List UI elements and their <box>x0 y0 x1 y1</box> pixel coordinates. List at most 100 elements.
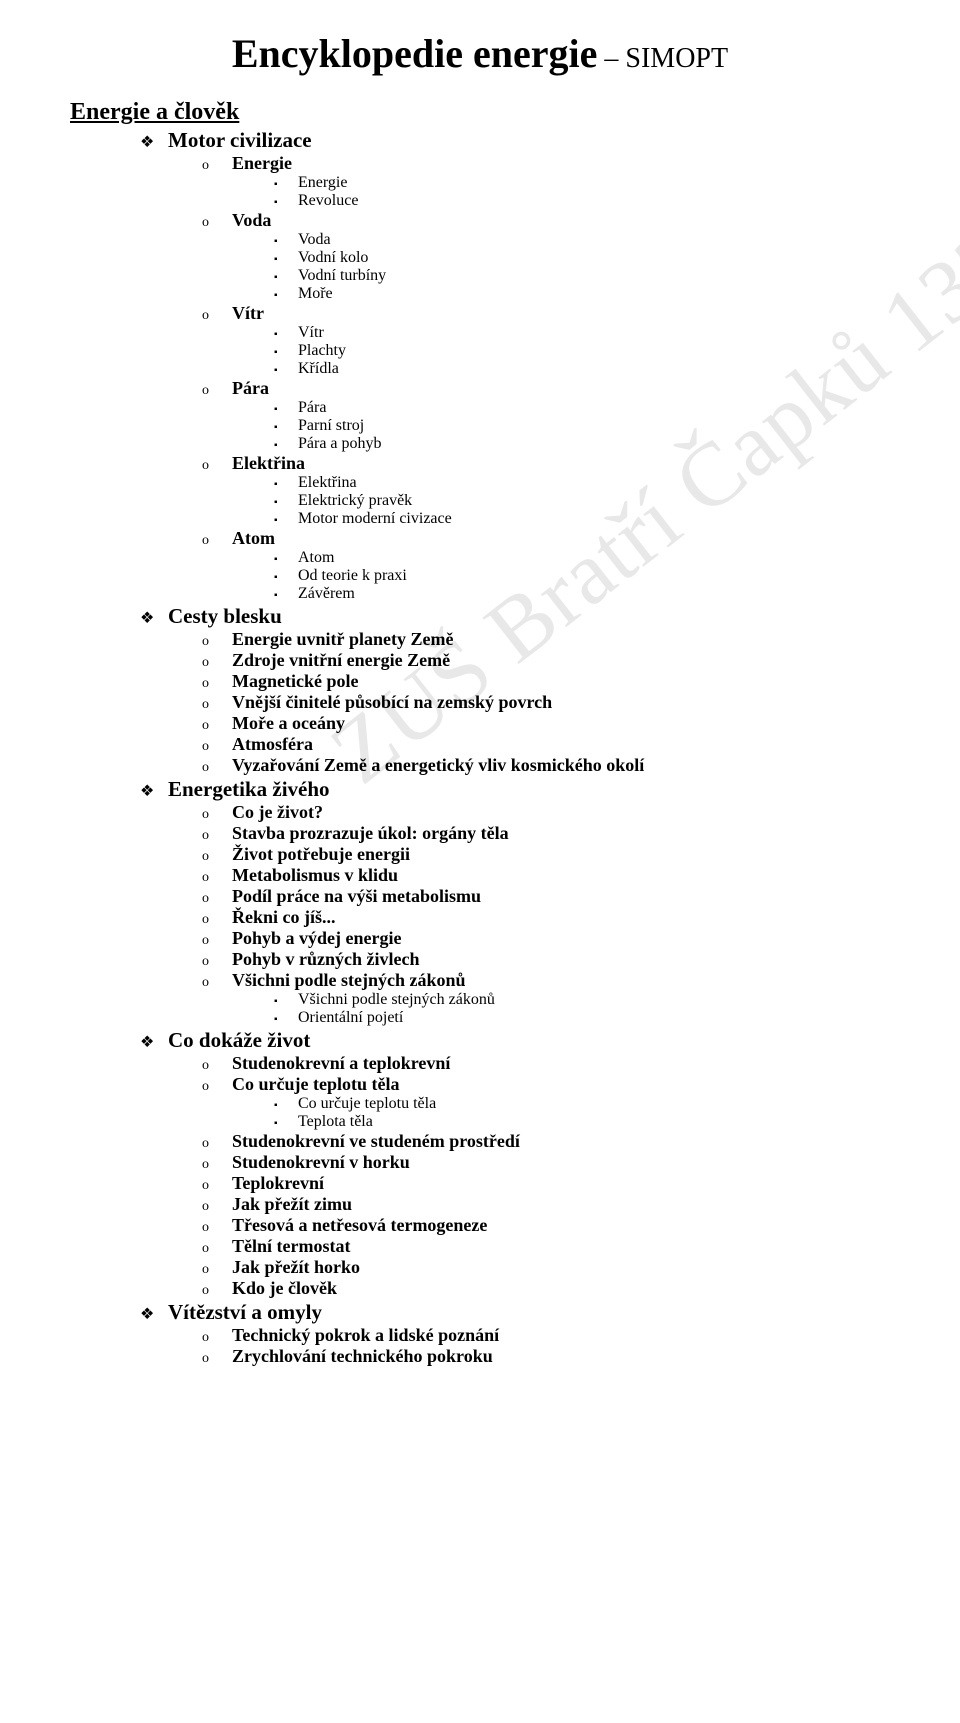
outline-l3-label: Pára <box>298 399 326 417</box>
outline-l3-item: ▪Elektřina <box>274 474 890 492</box>
outline-l3-list: ▪Vítr▪Plachty▪Křídla <box>202 324 890 378</box>
outline-l1-item: ❖Vítězství a omylyoTechnický pokrok a li… <box>140 1300 890 1367</box>
bullet-l2-icon: o <box>202 533 232 549</box>
bullet-l2-icon: o <box>202 676 232 692</box>
outline-l3-item: ▪Pára <box>274 399 890 417</box>
bullet-l1-icon: ❖ <box>140 132 168 152</box>
outline-l3-label: Co určuje teplotu těla <box>298 1095 436 1113</box>
bullet-l2-icon: o <box>202 1351 232 1367</box>
outline-l2-item: oTřesová a netřesová termogeneze <box>202 1215 890 1236</box>
outline-l3-label: Vodní kolo <box>298 249 368 267</box>
outline-l3-label: Motor moderní civizace <box>298 510 452 528</box>
outline-l2-label: Stavba prozrazuje úkol: orgány těla <box>232 823 509 844</box>
outline-l3-label: Křídla <box>298 360 339 378</box>
outline-l3-label: Voda <box>298 231 331 249</box>
outline-l2-item: oVšichni podle stejných zákonů▪Všichni p… <box>202 970 890 1027</box>
bullet-l3-icon: ▪ <box>274 236 298 247</box>
bullet-l2-icon: o <box>202 1330 232 1346</box>
outline-l3-label: Energie <box>298 174 347 192</box>
outline-l3-item: ▪Závěrem <box>274 585 890 603</box>
outline-l3-label: Plachty <box>298 342 346 360</box>
title-main: Encyklopedie energie <box>232 31 598 76</box>
bullet-l3-icon: ▪ <box>274 254 298 265</box>
outline-l2-label: Technický pokrok a lidské poznání <box>232 1325 499 1346</box>
outline-l3-item: ▪Teplota těla <box>274 1113 890 1131</box>
bullet-l3-icon: ▪ <box>274 572 298 583</box>
title-sub: – SIMOPT <box>597 43 728 74</box>
outline-l1-label: Energetika živého <box>168 777 330 802</box>
bullet-l3-icon: ▪ <box>274 554 298 565</box>
outline-l3-label: Revoluce <box>298 192 358 210</box>
bullet-l2-icon: o <box>202 1157 232 1173</box>
outline-l1-label: Cesty blesku <box>168 604 282 629</box>
outline-l2-label: Studenokrevní v horku <box>232 1152 410 1173</box>
outline-l2-list: oTechnický pokrok a lidské poznáníoZrych… <box>140 1325 890 1367</box>
outline-l2-list: oEnergie uvnitř planety ZeměoZdroje vnit… <box>140 629 890 776</box>
outline-l3-label: Všichni podle stejných zákonů <box>298 991 495 1009</box>
outline-l3-item: ▪Vodní kolo <box>274 249 890 267</box>
outline-l3-list: ▪Energie▪Revoluce <box>202 174 890 210</box>
outline-l3-item: ▪Orientální pojetí <box>274 1009 890 1027</box>
outline-l3-item: ▪Vodní turbíny <box>274 267 890 285</box>
bullet-l3-icon: ▪ <box>274 1118 298 1129</box>
bullet-l2-icon: o <box>202 760 232 776</box>
outline-l2-label: Všichni podle stejných zákonů <box>232 970 466 991</box>
bullet-l2-icon: o <box>202 739 232 755</box>
bullet-l2-icon: o <box>202 1178 232 1194</box>
outline-l2-item: oŽivot potřebuje energii <box>202 844 890 865</box>
outline-l2-label: Tělní termostat <box>232 1236 350 1257</box>
outline-l3-list: ▪Pára▪Parní stroj▪Pára a pohyb <box>202 399 890 453</box>
outline-l2-item: oPohyb a výdej energie <box>202 928 890 949</box>
outline-l2-item: oAtom▪Atom▪Od teorie k praxi▪Závěrem <box>202 528 890 603</box>
outline-l3-item: ▪Revoluce <box>274 192 890 210</box>
bullet-l3-icon: ▪ <box>274 272 298 283</box>
bullet-l2-icon: o <box>202 807 232 823</box>
outline-l3-label: Vítr <box>298 324 324 342</box>
outline-l2-item: o Vítr▪Vítr▪Plachty▪Křídla <box>202 303 890 378</box>
bullet-l3-icon: ▪ <box>274 365 298 376</box>
outline-l2-label: Podíl práce na výši metabolismu <box>232 886 481 907</box>
outline-l2-item: oVnější činitelé působící na zemský povr… <box>202 692 890 713</box>
outline-l2-label: Energie uvnitř planety Země <box>232 629 453 650</box>
outline-l1-label: Motor civilizace <box>168 128 312 153</box>
outline-l3-label: Orientální pojetí <box>298 1009 403 1027</box>
section-heading: Energie a člověk <box>70 99 890 126</box>
outline-l2-item: oElektřina▪Elektřina▪Elektrický pravěk▪M… <box>202 453 890 528</box>
bullet-l3-icon: ▪ <box>274 1014 298 1025</box>
bullet-l3-icon: ▪ <box>274 290 298 301</box>
bullet-l2-icon: o <box>202 215 232 231</box>
bullet-l2-icon: o <box>202 849 232 865</box>
bullet-l3-icon: ▪ <box>274 179 298 190</box>
outline-l3-item: ▪Moře <box>274 285 890 303</box>
outline-l1-label: Co dokáže život <box>168 1028 310 1053</box>
outline-l3-list: ▪Co určuje teplotu těla▪Teplota těla <box>202 1095 890 1131</box>
outline-l3-label: Závěrem <box>298 585 355 603</box>
bullet-l3-icon: ▪ <box>274 347 298 358</box>
document-title: Encyklopedie energie – SIMOPT <box>70 30 890 77</box>
outline-l3-item: ▪Plachty <box>274 342 890 360</box>
outline-l2-label: Třesová a netřesová termogeneze <box>232 1215 487 1236</box>
bullet-l2-icon: o <box>202 634 232 650</box>
outline-l2-item: oŘekni co jíš... <box>202 907 890 928</box>
bullet-l3-icon: ▪ <box>274 497 298 508</box>
bullet-l2-icon: o <box>202 308 232 324</box>
bullet-l3-icon: ▪ <box>274 515 298 526</box>
outline-l2-label: Moře a oceány <box>232 713 345 734</box>
outline-l2-item: oMagnetické pole <box>202 671 890 692</box>
outline-l2-label: Kdo je člověk <box>232 1278 337 1299</box>
outline-l2-item: oStudenokrevní a teplokrevní <box>202 1053 890 1074</box>
outline-l2-item: oVyzařování Země a energetický vliv kosm… <box>202 755 890 776</box>
outline-l3-item: ▪Všichni podle stejných zákonů <box>274 991 890 1009</box>
outline-l2-label: Elektřina <box>232 453 305 474</box>
outline-l2-label: Zdroje vnitřní energie Země <box>232 650 450 671</box>
outline-l2-label: Vyzařování Země a energetický vliv kosmi… <box>232 755 644 776</box>
outline-l3-label: Vodní turbíny <box>298 267 386 285</box>
outline-l3-label: Elektřina <box>298 474 357 492</box>
outline-l2-list: oEnergie▪Energie▪RevoluceoVoda▪Voda▪Vodn… <box>140 153 890 603</box>
outline-l2-label: Atom <box>232 528 275 549</box>
outline-l3-item: ▪Co určuje teplotu těla <box>274 1095 890 1113</box>
bullet-l2-icon: o <box>202 158 232 174</box>
outline-l2-label: Jak přežít zimu <box>232 1194 352 1215</box>
bullet-l2-icon: o <box>202 870 232 886</box>
outline-l3-list: ▪Voda▪Vodní kolo▪Vodní turbíny▪Moře <box>202 231 890 303</box>
